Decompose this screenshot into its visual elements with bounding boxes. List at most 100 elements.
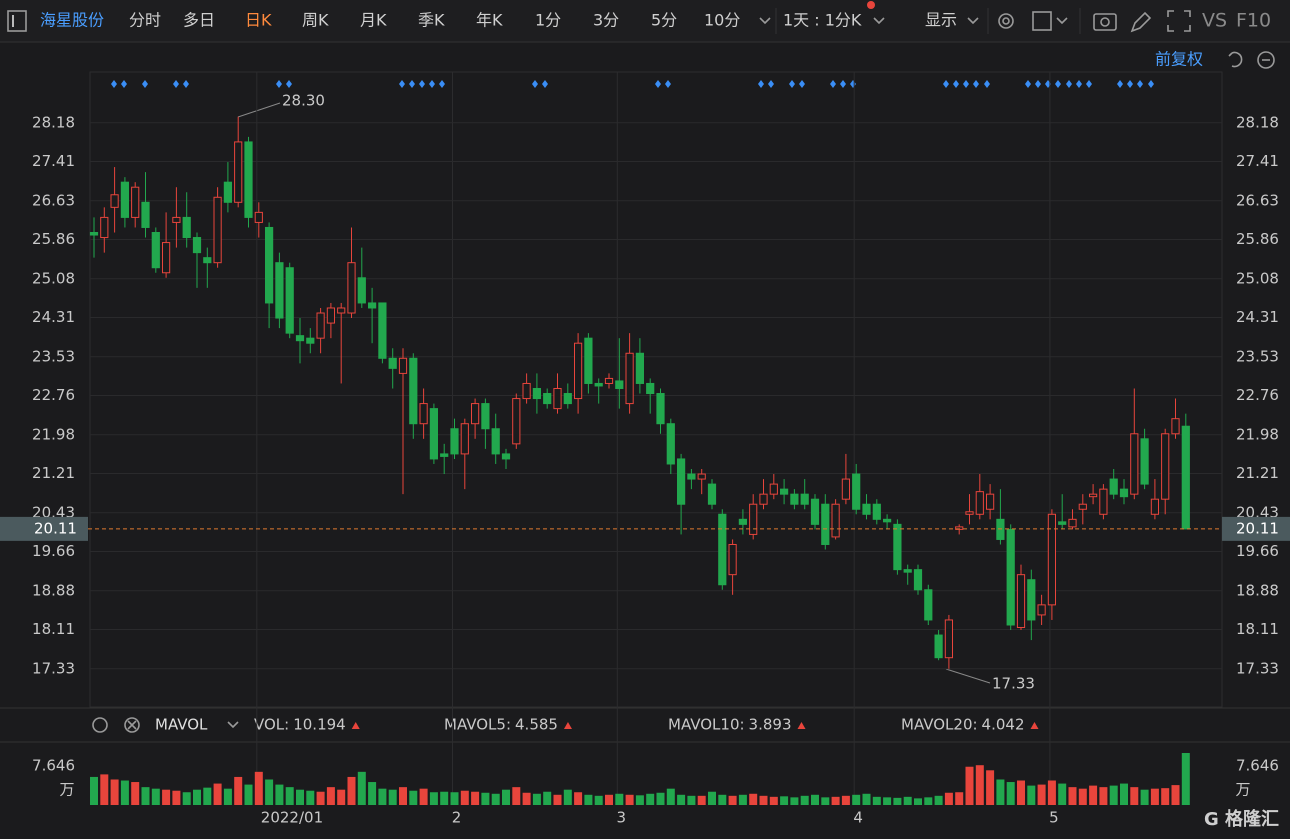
candle-body bbox=[893, 523, 902, 571]
candle-body bbox=[852, 473, 861, 510]
indicator-name[interactable]: MAVOL bbox=[155, 716, 208, 734]
volume-bar bbox=[780, 796, 789, 805]
y-tick-label: 19.66 bbox=[1236, 542, 1279, 560]
candle-body bbox=[615, 380, 624, 389]
candle-body bbox=[368, 302, 377, 309]
y-tick-label: 18.88 bbox=[32, 581, 75, 599]
candle-body bbox=[1047, 513, 1057, 606]
candle-body bbox=[965, 511, 974, 515]
volume-bar bbox=[1130, 787, 1139, 805]
volume-bar bbox=[841, 795, 850, 805]
volume-bar bbox=[141, 787, 150, 805]
candle-body bbox=[192, 237, 202, 254]
volume-bar bbox=[965, 766, 974, 805]
panel-icon[interactable] bbox=[7, 10, 27, 32]
candle-body bbox=[337, 307, 346, 314]
tabs: 分时 多日 日K 周K 月K 季K 年K 1分 3分 5分 10分 bbox=[129, 11, 740, 30]
candle-body bbox=[522, 382, 531, 400]
volume-bar bbox=[1058, 783, 1067, 805]
chevron bbox=[227, 721, 239, 729]
candle-body bbox=[769, 483, 778, 495]
indicator-close[interactable] bbox=[124, 717, 140, 733]
candle-body bbox=[594, 382, 603, 387]
volume-bar bbox=[254, 771, 263, 805]
volume-bar bbox=[708, 791, 716, 805]
x-tick-label: 3 bbox=[617, 809, 627, 827]
tab[interactable]: 分时 bbox=[129, 11, 161, 30]
tab[interactable]: 10分 bbox=[704, 11, 740, 30]
volume-bar bbox=[666, 788, 675, 805]
volume-bar bbox=[182, 792, 191, 805]
tab[interactable]: 日K bbox=[245, 11, 272, 30]
volume-bar bbox=[326, 787, 335, 805]
volume-bar bbox=[1120, 783, 1128, 805]
min-label: 17.33 bbox=[992, 675, 1035, 693]
candle-body bbox=[512, 398, 521, 445]
period-select[interactable]: 1天 : 1分K bbox=[783, 11, 862, 30]
tab[interactable]: 年K bbox=[476, 11, 503, 30]
pencil-icon[interactable] bbox=[1130, 11, 1152, 33]
candle-body bbox=[924, 589, 933, 621]
tab[interactable]: 3分 bbox=[593, 11, 619, 30]
volume-bar bbox=[460, 790, 469, 805]
volume-bar bbox=[491, 793, 500, 805]
candle-body bbox=[429, 408, 438, 460]
volume-bar bbox=[223, 788, 232, 805]
checkbox-icon[interactable] bbox=[1032, 11, 1052, 31]
volume-bar bbox=[337, 789, 346, 805]
x-tick-label: 4 bbox=[853, 809, 863, 827]
display-menu[interactable]: 显示 bbox=[925, 11, 957, 30]
volume-bar bbox=[656, 792, 665, 805]
volume-bar bbox=[1140, 789, 1149, 805]
candle-body bbox=[265, 226, 274, 304]
legend-name: MAVOL20: bbox=[901, 716, 978, 734]
candle-body bbox=[687, 473, 696, 480]
candle-body bbox=[625, 352, 634, 405]
volume-bar bbox=[213, 783, 222, 805]
volume-bar bbox=[162, 789, 171, 805]
tab[interactable]: 1分 bbox=[535, 11, 561, 30]
candle-body bbox=[563, 393, 572, 405]
tab[interactable]: 季K bbox=[418, 11, 445, 30]
camera-icon[interactable] bbox=[1093, 13, 1117, 31]
f10-button[interactable]: F10 bbox=[1236, 10, 1271, 32]
volume-bar bbox=[275, 784, 284, 805]
volume-bar bbox=[821, 797, 830, 805]
candle-body bbox=[543, 393, 552, 405]
indicator-settings[interactable] bbox=[92, 717, 108, 733]
zoom-out-icon[interactable] bbox=[1257, 51, 1275, 69]
candle-body bbox=[1006, 528, 1015, 626]
y-tick-label: 17.33 bbox=[32, 659, 75, 677]
indicator-close bbox=[127, 720, 137, 730]
y-tick-label: 23.53 bbox=[32, 347, 75, 365]
volume-bar bbox=[893, 797, 902, 805]
x-tick-label: 2022/01 bbox=[261, 809, 323, 827]
settings-icon bbox=[1002, 17, 1010, 25]
legend-value: 4.585 bbox=[515, 716, 558, 734]
volume-bar bbox=[687, 795, 696, 805]
settings-icon[interactable] bbox=[998, 13, 1014, 29]
volume-bar bbox=[1037, 784, 1046, 805]
volume-bar bbox=[872, 796, 881, 805]
candle-body bbox=[440, 453, 449, 457]
y-tick-label: 26.63 bbox=[32, 191, 75, 209]
y-tick-label: 21.98 bbox=[1236, 425, 1279, 443]
vs-button[interactable]: VS bbox=[1202, 10, 1227, 32]
legend-arrow bbox=[563, 722, 572, 729]
tab[interactable]: 5分 bbox=[651, 11, 677, 30]
candle-body bbox=[728, 543, 737, 576]
stock-name[interactable]: 海星股份 bbox=[40, 11, 104, 30]
fullscreen-icon[interactable] bbox=[1167, 10, 1191, 32]
candle-body bbox=[975, 491, 984, 515]
adjust-select[interactable]: 前复权 bbox=[1155, 50, 1203, 69]
candle-body bbox=[244, 141, 253, 218]
min-pointer bbox=[945, 668, 991, 684]
volume-bar bbox=[90, 776, 98, 805]
candle-body bbox=[234, 141, 243, 203]
candle-body bbox=[162, 242, 171, 274]
tab[interactable]: 多日 bbox=[183, 11, 215, 30]
tab[interactable]: 周K bbox=[302, 11, 329, 30]
tab[interactable]: 月K bbox=[360, 11, 387, 30]
reset-icon[interactable] bbox=[1228, 51, 1243, 68]
